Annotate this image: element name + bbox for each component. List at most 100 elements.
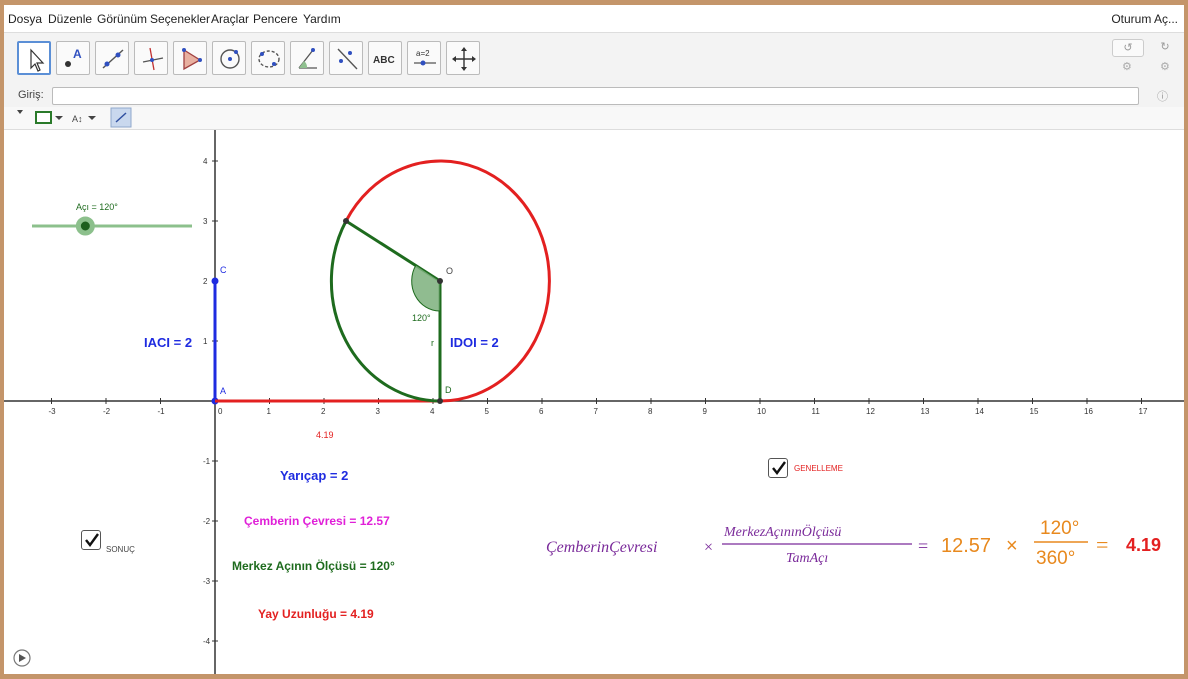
formula-value: 12.57 bbox=[941, 535, 991, 557]
menu-pencere[interactable]: Pencere bbox=[253, 12, 298, 26]
input-label: Giriş: bbox=[18, 89, 44, 101]
x-tick-label: 16 bbox=[1084, 407, 1093, 416]
menu-secenekler[interactable]: Seçenekler bbox=[150, 12, 211, 26]
angle-sector[interactable] bbox=[411, 264, 441, 312]
menu-gorunum[interactable]: Görünüm bbox=[97, 12, 148, 26]
circle-major-arc[interactable] bbox=[344, 159, 551, 403]
label-a: A bbox=[220, 386, 226, 396]
formula-times2: × bbox=[1006, 535, 1018, 557]
slider-label: Açı = 120° bbox=[76, 202, 118, 212]
perpendicular-tool-button[interactable] bbox=[134, 41, 168, 75]
x-tick-label: 0 bbox=[218, 407, 223, 416]
color-swatch-icon[interactable] bbox=[35, 111, 52, 124]
style-bar: A↕ bbox=[4, 107, 1184, 130]
x-tick-label: 10 bbox=[757, 407, 766, 416]
formula-left: ÇemberinÇevresi bbox=[546, 539, 657, 556]
x-tick-label: 5 bbox=[485, 407, 490, 416]
sonuc-checkbox[interactable] bbox=[81, 530, 101, 550]
genelleme-checkbox[interactable] bbox=[768, 458, 788, 478]
gear-icon[interactable]: ⚙ bbox=[1160, 61, 1170, 73]
move-view-tool-button[interactable] bbox=[446, 41, 480, 75]
angle-tool-button[interactable] bbox=[290, 41, 324, 75]
y-tick-label: -3 bbox=[203, 577, 211, 586]
x-tick-label: 4 bbox=[430, 407, 435, 416]
y-tick-label: 2 bbox=[203, 277, 208, 286]
label-od-length: IDOI = 2 bbox=[450, 335, 499, 350]
line-tool-button[interactable] bbox=[95, 41, 129, 75]
x-tick-label: 8 bbox=[648, 407, 653, 416]
y-tick-label: -2 bbox=[203, 517, 211, 526]
point-e[interactable] bbox=[343, 218, 349, 224]
formula: ÇemberinÇevresi × MerkezAçınınÖlçüsü Tam… bbox=[546, 518, 1161, 569]
label-angle: 120° bbox=[412, 313, 431, 323]
check-icon bbox=[85, 533, 99, 547]
menu-yardim[interactable]: Yardım bbox=[303, 12, 341, 26]
gear-icon[interactable]: ⚙ bbox=[1122, 61, 1132, 73]
genelleme-label: GENELLEME bbox=[794, 464, 843, 473]
point-o[interactable] bbox=[437, 278, 443, 284]
point-tool-icon: A bbox=[65, 47, 82, 67]
check-icon bbox=[772, 461, 786, 475]
slider-tool-button[interactable]: a=2 bbox=[407, 41, 441, 75]
graphics-view[interactable]: -3 -2 -1 0 1 2 3 4 5 6 7 8 9 10 11 12 13 14 15 16 17 4 3 2 1 -1 -2… bbox=[4, 130, 1184, 674]
formula-numerator2: 120° bbox=[1040, 518, 1079, 539]
x-tick-label: 17 bbox=[1139, 407, 1148, 416]
toolbar: A ABC a=2 ↺ ↻ ⚙ ⚙ bbox=[4, 32, 1184, 86]
chevron-down-icon[interactable] bbox=[88, 116, 96, 120]
circle-minor-arc[interactable] bbox=[329, 220, 441, 403]
y-tick-label: -1 bbox=[203, 457, 211, 466]
label-ac-length: IACI = 2 bbox=[144, 335, 192, 350]
menubar: Dosya Düzenle Görünüm Seçenekler Araçlar… bbox=[4, 5, 1184, 32]
menu-dosya[interactable]: Dosya bbox=[8, 12, 43, 26]
toggle-icon[interactable] bbox=[17, 110, 23, 114]
text-size-label[interactable]: A↕ bbox=[72, 114, 83, 124]
point-c[interactable] bbox=[211, 277, 219, 285]
y-tick-label: 3 bbox=[203, 217, 208, 226]
formula-result: 4.19 bbox=[1126, 535, 1161, 555]
svg-text:a=2: a=2 bbox=[416, 49, 430, 58]
input-field[interactable] bbox=[52, 87, 1139, 105]
style-bar-controls: A↕ bbox=[17, 107, 132, 128]
slider-knob[interactable] bbox=[75, 216, 95, 236]
undo-button[interactable]: ↺ bbox=[1112, 39, 1144, 57]
y-tick-label: -4 bbox=[203, 637, 211, 646]
x-tick-label: 12 bbox=[866, 407, 875, 416]
formula-times: × bbox=[704, 539, 713, 556]
radius-text: Yarıçap = 2 bbox=[280, 468, 348, 483]
svg-text:A: A bbox=[73, 47, 82, 61]
menu-araclar[interactable]: Araçlar bbox=[211, 12, 250, 26]
formula-equals: = bbox=[918, 536, 928, 556]
label-arc-length: 4.19 bbox=[316, 430, 334, 440]
sonuc-label: SONUÇ bbox=[106, 545, 135, 554]
reflect-tool-icon bbox=[337, 48, 358, 70]
move-tool-icon bbox=[30, 48, 45, 72]
polygon-tool-button[interactable] bbox=[173, 41, 207, 75]
redo-button[interactable]: ↻ bbox=[1150, 39, 1180, 55]
label-r: r bbox=[431, 338, 434, 348]
menu-duzenle[interactable]: Düzenle bbox=[48, 12, 93, 26]
x-tick-label: 15 bbox=[1030, 407, 1039, 416]
graphics-canvas[interactable]: -3 -2 -1 0 1 2 3 4 5 6 7 8 9 10 11 12 13 14 15 16 174321-1-2… bbox=[4, 130, 1184, 674]
reflect-tool-button[interactable] bbox=[329, 41, 363, 75]
redo-icon: ↻ bbox=[1160, 41, 1170, 53]
point-tool-button[interactable]: A bbox=[56, 41, 90, 75]
x-tick-label: 14 bbox=[975, 407, 984, 416]
point-d[interactable] bbox=[437, 398, 443, 404]
y-tick-label: 4 bbox=[203, 157, 208, 166]
y-tick-label: 1 bbox=[203, 337, 208, 346]
x-tick-label: 1 bbox=[267, 407, 272, 416]
x-tick-label: 3 bbox=[376, 407, 381, 416]
text-tool-button[interactable]: ABC bbox=[368, 41, 402, 75]
login-link[interactable]: Oturum Aç... bbox=[1111, 12, 1178, 26]
x-tick-label: 2 bbox=[321, 407, 326, 416]
x-tick-label: -3 bbox=[49, 407, 57, 416]
move-view-tool-icon bbox=[452, 47, 476, 71]
circle-tool-button[interactable] bbox=[212, 41, 246, 75]
move-tool-button[interactable] bbox=[17, 41, 51, 75]
conic-tool-button[interactable] bbox=[251, 41, 285, 75]
formula-equals2: = bbox=[1096, 532, 1108, 557]
help-icon[interactable]: ⓘ bbox=[1157, 91, 1168, 103]
polygon-tool-icon bbox=[182, 48, 202, 71]
chevron-down-icon[interactable] bbox=[55, 116, 63, 120]
